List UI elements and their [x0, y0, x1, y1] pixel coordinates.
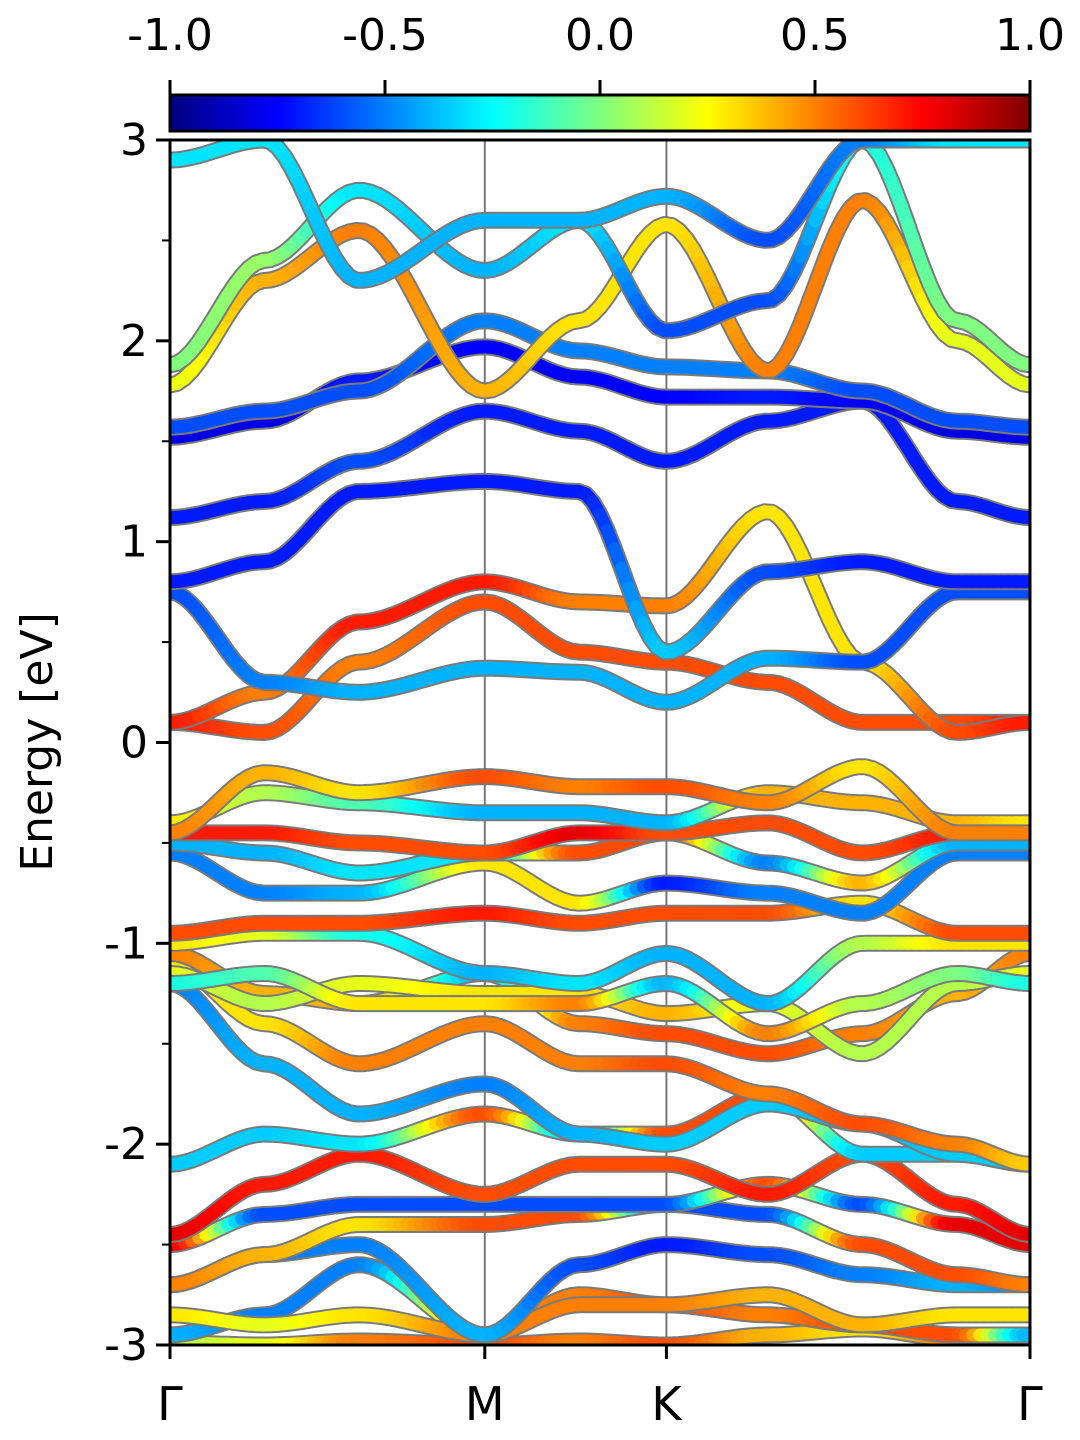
y-tick-label: -1	[104, 918, 148, 969]
y-axis: -3 -2 -1 0 1 2 3	[104, 115, 170, 1371]
band-14	[170, 924, 1030, 1012]
band-16	[170, 844, 1030, 922]
band-13	[170, 965, 1030, 1043]
colorbar-ticks: -1.0 -0.5 0.0 0.5 1.0	[127, 10, 1065, 95]
band-series	[170, 140, 1030, 1345]
x-tick-label: Γ	[157, 1377, 183, 1431]
y-tick-label: -3	[104, 1320, 148, 1371]
y-tick-label: -2	[104, 1119, 148, 1170]
band-18	[170, 814, 1030, 862]
y-axis-label: Energy [eV]	[12, 612, 63, 872]
colorbar-tick-label: 0.5	[780, 10, 850, 61]
band-30	[170, 140, 1030, 289]
band-19	[170, 784, 1030, 832]
y-tick-label: 1	[120, 517, 148, 568]
x-tick-label: Γ	[1017, 1377, 1043, 1431]
colorbar-tick-label: 0.0	[565, 10, 635, 61]
band-7	[170, 1145, 1030, 1243]
colorbar-tick-label: -0.5	[342, 10, 428, 61]
y-tick-label: 3	[120, 115, 148, 166]
plot-area: -3 -2 -1 0 1 2 3 Γ M K Γ	[104, 115, 1043, 1431]
band-22	[170, 503, 1030, 741]
band-25	[170, 392, 1030, 527]
band-20	[170, 758, 1030, 842]
colorbar-tick-label: -1.0	[127, 10, 213, 61]
y-tick-label: 0	[120, 718, 148, 769]
band-10	[170, 954, 1030, 1173]
band-3	[170, 1286, 1030, 1344]
colorbar-gradient	[168, 93, 1032, 133]
colorbar-tick-label: 1.0	[995, 10, 1065, 61]
band-27	[170, 312, 1030, 436]
x-tick-label: M	[465, 1377, 505, 1431]
y-tick-label: 2	[120, 316, 148, 367]
band-23	[170, 583, 1030, 711]
x-tick-label: K	[651, 1377, 683, 1431]
band-5	[170, 1195, 1030, 1294]
colorbar: -1.0 -0.5 0.0 0.5 1.0	[127, 10, 1065, 133]
band-24	[170, 472, 1030, 661]
band-15	[170, 894, 1030, 942]
